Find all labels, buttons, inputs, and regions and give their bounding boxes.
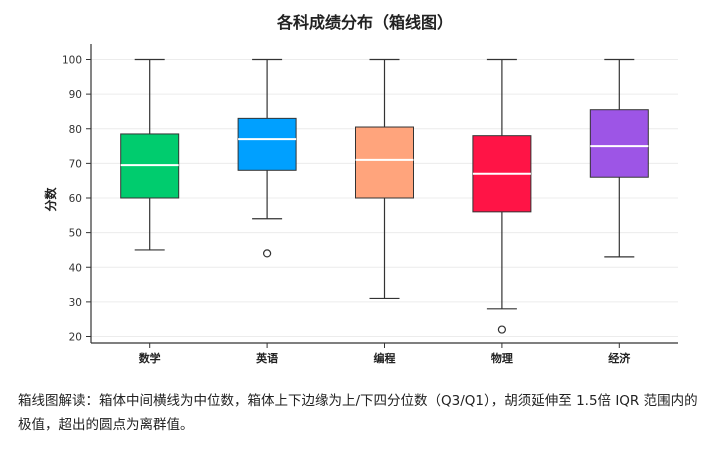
y-tick-label: 90	[69, 89, 82, 101]
x-tick-label: 数学	[139, 351, 161, 365]
iqr-box	[589, 109, 649, 178]
box-plot-chart: 各科成绩分布（箱线图） 20 30 40 50 60 70 80 90 100 分数数学 英语 编程 物理…	[43, 13, 678, 365]
iqr-box	[355, 126, 414, 199]
y-tick-label: 50	[69, 228, 82, 240]
y-tick-label: 30	[69, 297, 82, 309]
x-tick-label: 英语	[255, 351, 278, 365]
chart-caption: 箱线图解读：箱体中间横线为中位数，箱体上下边缘为上/下四分位数（Q3/Q1），胡…	[18, 393, 698, 433]
outlier-point	[497, 325, 506, 334]
box-编程	[355, 58, 414, 300]
y-tick-label: 100	[62, 55, 82, 67]
y-tick-label: 40	[69, 262, 82, 274]
x-tick-label: 编程	[374, 351, 396, 365]
box-英语	[237, 58, 297, 258]
y-tick-label: 70	[69, 158, 82, 170]
chart-title: 各科成绩分布（箱线图）	[276, 13, 453, 32]
y-axis-label: 分数	[43, 187, 58, 212]
box-数学	[120, 58, 180, 251]
x-tick-label: 经济	[608, 351, 631, 365]
y-tick-label: 20	[69, 332, 82, 344]
y-tick-label: 80	[69, 124, 82, 136]
x-tick-label: 物理	[491, 351, 513, 365]
y-tick-label: 60	[69, 193, 82, 205]
box-物理	[472, 58, 532, 334]
outlier-point	[263, 249, 272, 258]
box-经济	[589, 58, 649, 258]
iqr-box	[237, 117, 297, 171]
